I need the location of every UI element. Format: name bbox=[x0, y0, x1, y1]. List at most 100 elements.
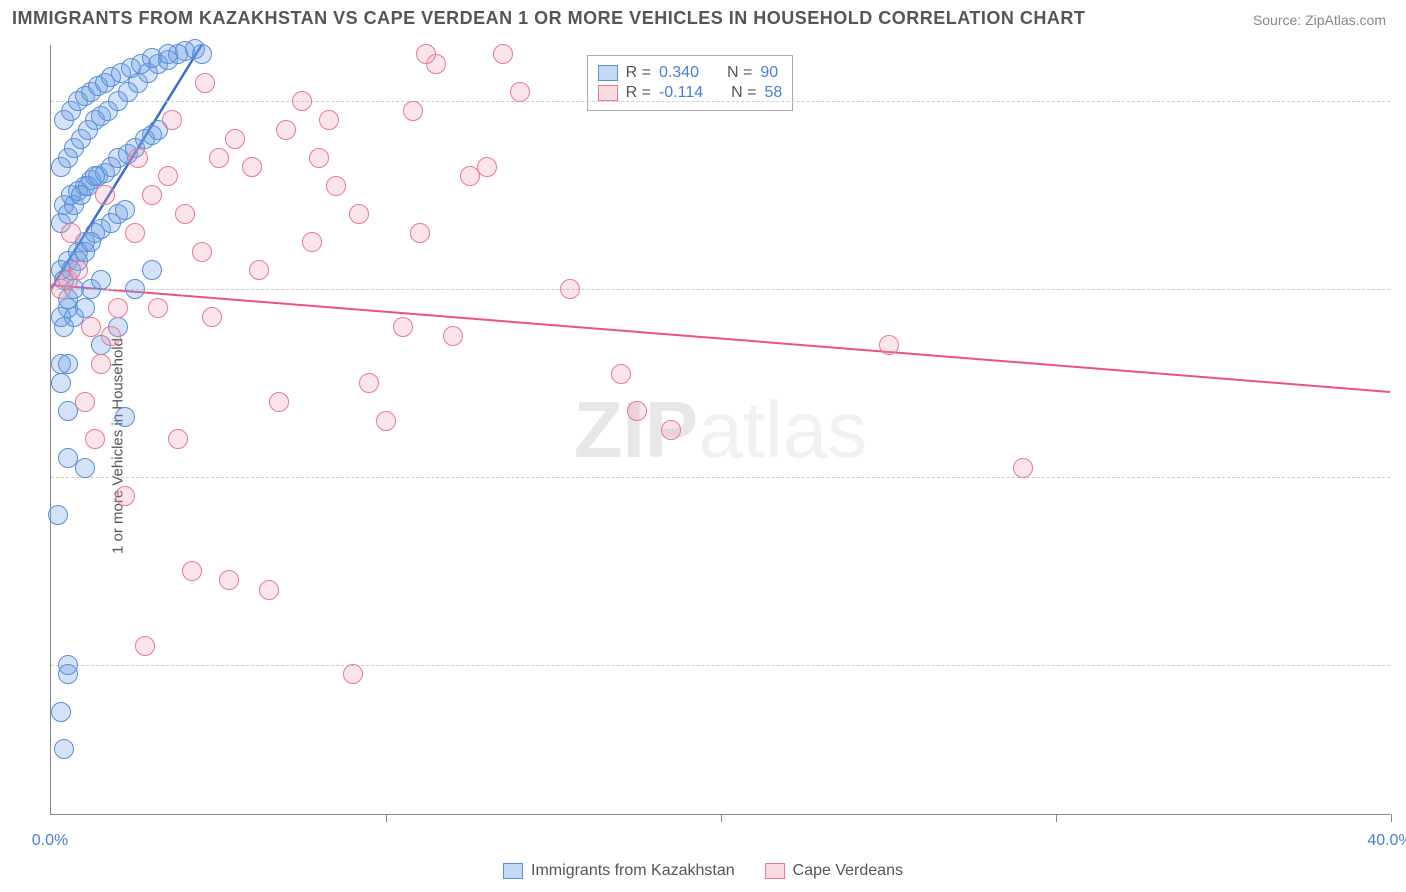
data-point bbox=[661, 420, 681, 440]
stat-n-value: 90 bbox=[760, 64, 778, 82]
legend-stat-row: R = -0.114 N = 58 bbox=[598, 84, 783, 102]
data-point bbox=[349, 204, 369, 224]
data-point bbox=[219, 570, 239, 590]
source-label: Source: ZipAtlas.com bbox=[1253, 12, 1386, 28]
data-point bbox=[115, 200, 135, 220]
data-point bbox=[182, 561, 202, 581]
bottom-legend: Immigrants from Kazakhstan Cape Verdeans bbox=[503, 862, 903, 880]
data-point bbox=[135, 636, 155, 656]
data-point bbox=[85, 166, 105, 186]
data-point bbox=[477, 157, 497, 177]
legend-swatch bbox=[503, 863, 523, 879]
data-point bbox=[68, 260, 88, 280]
watermark: ZIPatlas bbox=[574, 384, 867, 476]
data-point bbox=[58, 448, 78, 468]
data-point bbox=[125, 279, 145, 299]
data-point bbox=[125, 223, 145, 243]
legend-label: Cape Verdeans bbox=[793, 862, 903, 880]
stat-r-value: 0.340 bbox=[659, 64, 699, 82]
data-point bbox=[443, 326, 463, 346]
data-point bbox=[276, 120, 296, 140]
data-point bbox=[1013, 458, 1033, 478]
data-point bbox=[202, 307, 222, 327]
stat-n-label: N = bbox=[731, 84, 756, 102]
data-point bbox=[175, 204, 195, 224]
x-tick bbox=[386, 814, 387, 822]
trend-line bbox=[51, 285, 1390, 392]
data-point bbox=[879, 335, 899, 355]
data-point bbox=[209, 148, 229, 168]
data-point bbox=[61, 223, 81, 243]
stat-n-label: N = bbox=[727, 64, 752, 82]
data-point bbox=[158, 166, 178, 186]
data-point bbox=[192, 242, 212, 262]
data-point bbox=[51, 373, 71, 393]
x-tick-label: 0.0% bbox=[32, 832, 68, 850]
legend-swatch bbox=[598, 85, 618, 101]
data-point bbox=[51, 307, 71, 327]
data-point bbox=[142, 260, 162, 280]
legend-item: Cape Verdeans bbox=[765, 862, 903, 880]
chart-container: IMMIGRANTS FROM KAZAKHSTAN VS CAPE VERDE… bbox=[0, 0, 1406, 892]
x-tick bbox=[1391, 814, 1392, 822]
data-point bbox=[309, 148, 329, 168]
data-point bbox=[81, 317, 101, 337]
data-point bbox=[410, 223, 430, 243]
data-point bbox=[416, 44, 436, 64]
legend-label: Immigrants from Kazakhstan bbox=[531, 862, 735, 880]
data-point bbox=[611, 364, 631, 384]
data-point bbox=[376, 411, 396, 431]
data-point bbox=[510, 82, 530, 102]
stats-legend: R = 0.340 N = 90 R = -0.114 N = 58 bbox=[587, 55, 794, 111]
data-point bbox=[627, 401, 647, 421]
data-point bbox=[75, 298, 95, 318]
chart-title: IMMIGRANTS FROM KAZAKHSTAN VS CAPE VERDE… bbox=[12, 8, 1085, 29]
data-point bbox=[393, 317, 413, 337]
data-point bbox=[302, 232, 322, 252]
legend-swatch bbox=[598, 65, 618, 81]
data-point bbox=[58, 655, 78, 675]
data-point bbox=[108, 298, 128, 318]
data-point bbox=[326, 176, 346, 196]
data-point bbox=[115, 407, 135, 427]
x-tick bbox=[1056, 814, 1057, 822]
stat-n-value: 58 bbox=[764, 84, 782, 102]
data-point bbox=[54, 739, 74, 759]
data-point bbox=[292, 91, 312, 111]
legend-item: Immigrants from Kazakhstan bbox=[503, 862, 735, 880]
watermark-atlas: atlas bbox=[698, 385, 867, 474]
data-point bbox=[81, 232, 101, 252]
data-point bbox=[319, 110, 339, 130]
data-point bbox=[343, 664, 363, 684]
data-point bbox=[192, 44, 212, 64]
data-point bbox=[115, 486, 135, 506]
data-point bbox=[359, 373, 379, 393]
data-point bbox=[75, 458, 95, 478]
stat-r-label: R = bbox=[626, 84, 651, 102]
data-point bbox=[91, 354, 111, 374]
data-point bbox=[259, 580, 279, 600]
x-tick-label: 40.0% bbox=[1367, 832, 1406, 850]
data-point bbox=[148, 298, 168, 318]
data-point bbox=[168, 429, 188, 449]
gridline-h bbox=[51, 101, 1390, 102]
data-point bbox=[91, 270, 111, 290]
data-point bbox=[95, 185, 115, 205]
data-point bbox=[128, 148, 148, 168]
x-tick bbox=[721, 814, 722, 822]
data-point bbox=[269, 392, 289, 412]
data-point bbox=[158, 44, 178, 64]
stat-r-value: -0.114 bbox=[659, 84, 703, 102]
data-point bbox=[195, 73, 215, 93]
data-point bbox=[142, 185, 162, 205]
data-point bbox=[249, 260, 269, 280]
data-point bbox=[225, 129, 245, 149]
legend-swatch bbox=[765, 863, 785, 879]
data-point bbox=[48, 505, 68, 525]
data-point bbox=[75, 392, 95, 412]
data-point bbox=[493, 44, 513, 64]
gridline-h bbox=[51, 477, 1390, 478]
plot-area: ZIPatlas R = 0.340 N = 90 R = -0.114 N = 58… bbox=[50, 45, 1390, 815]
gridline-h bbox=[51, 665, 1390, 666]
data-point bbox=[560, 279, 580, 299]
